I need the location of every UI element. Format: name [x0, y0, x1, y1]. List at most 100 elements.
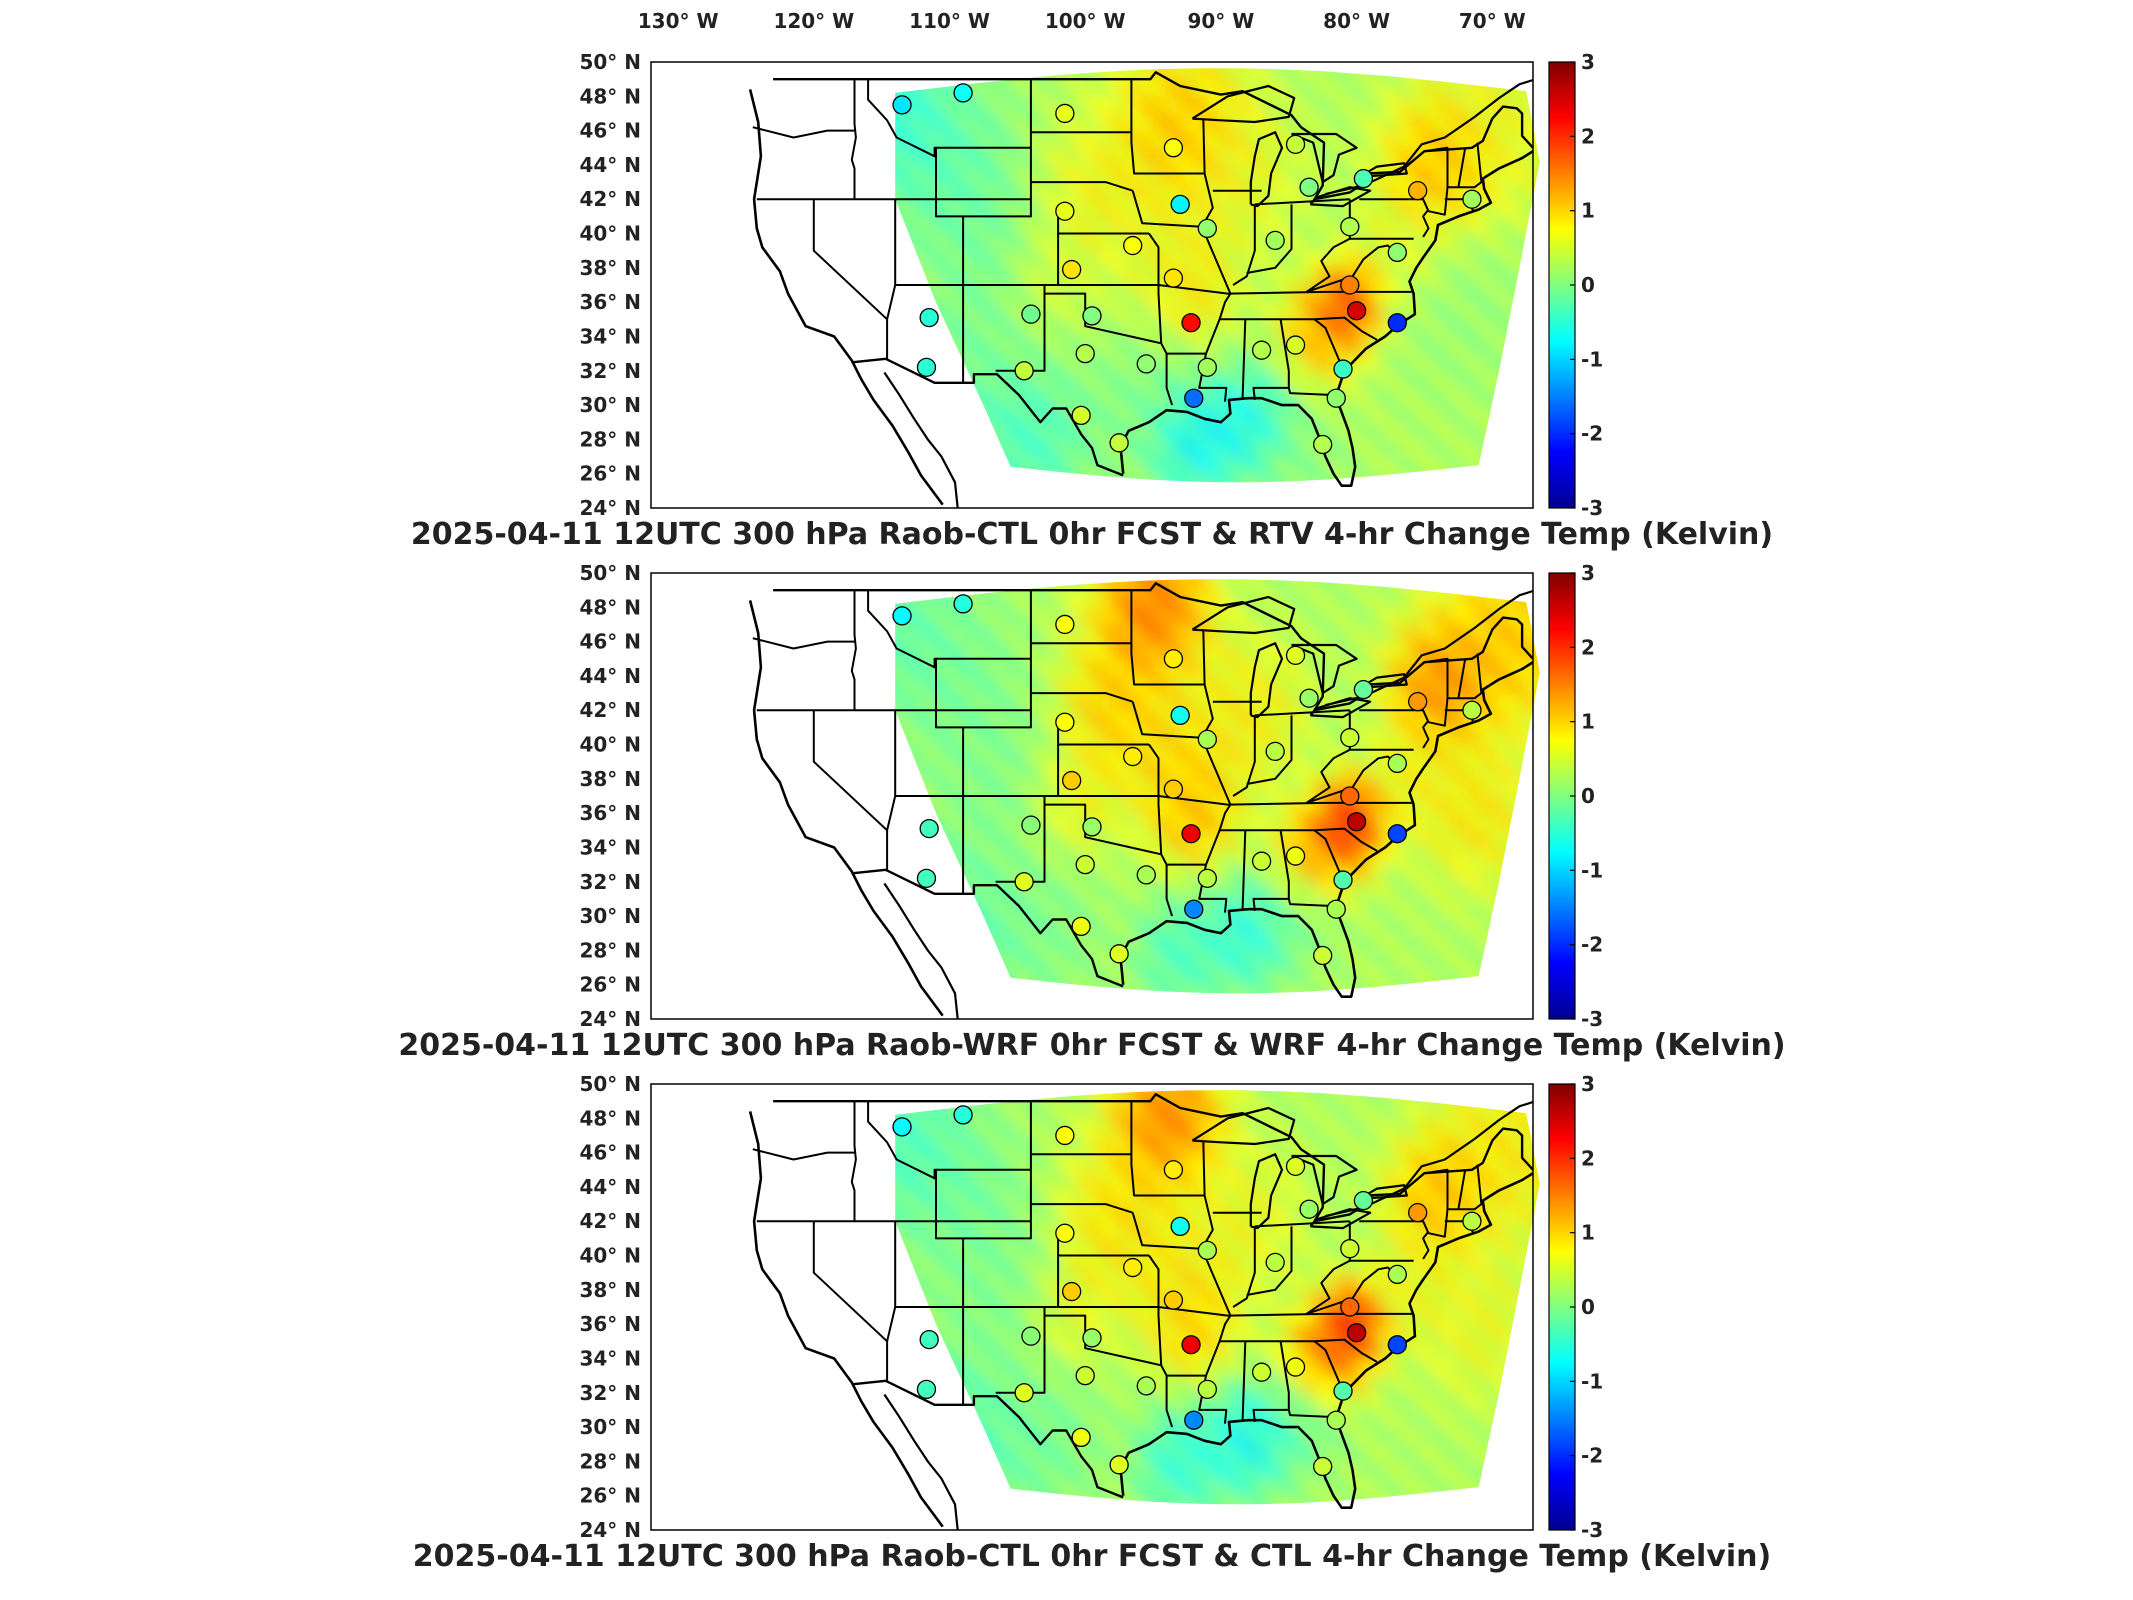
raob-station-marker — [1055, 712, 1075, 732]
latitude-tick-label: 36° N — [579, 290, 641, 314]
latitude-tick-label: 28° N — [579, 1449, 641, 1473]
great-lake-outline — [1358, 162, 1408, 178]
raob-station-marker — [1181, 1335, 1201, 1355]
raob-station-marker — [1251, 851, 1272, 871]
state-boundary — [752, 637, 855, 650]
raob-station-marker — [1333, 1381, 1353, 1401]
state-boundary — [1359, 146, 1449, 216]
raob-station-marker — [1197, 1240, 1217, 1261]
raob-station-marker — [1387, 824, 1407, 844]
latitude-tick-label: 50° N — [579, 1072, 641, 1096]
raob-station-marker — [1340, 217, 1360, 237]
raob-station-marker — [916, 868, 937, 888]
raob-station-marker — [1055, 614, 1075, 635]
state-boundary — [752, 1148, 855, 1161]
state-boundary — [1447, 653, 1483, 700]
raob-station-marker — [1061, 1281, 1082, 1302]
colorbar-tick-label: -1 — [1581, 347, 1603, 371]
colorbar-tick-label: 2 — [1581, 1146, 1595, 1170]
great-lake-outline — [1309, 186, 1372, 208]
raob-station-marker — [1163, 1160, 1184, 1180]
raob-station-marker — [916, 1379, 937, 1399]
colorbar-tick-label: -2 — [1581, 933, 1603, 957]
raob-station-marker — [1387, 242, 1407, 263]
geography-outlines — [748, 582, 1533, 1019]
colorbar-tick-label: 0 — [1581, 784, 1595, 808]
latitude-tick-label: 42° N — [579, 698, 641, 722]
coastline-west — [748, 1111, 944, 1528]
great-lake-outline — [1358, 1184, 1408, 1200]
raob-station-marker — [1181, 313, 1201, 333]
latitude-tick-label: 32° N — [579, 359, 641, 383]
raob-station-marker — [1326, 388, 1346, 408]
raob-station-marker — [1326, 899, 1346, 919]
state-boundary — [1232, 1226, 1256, 1308]
state-boundary — [1447, 142, 1483, 189]
raob-station-marker — [1340, 728, 1360, 748]
map-frame — [650, 61, 1534, 509]
state-boundary — [1241, 830, 1247, 910]
coastline-baja — [883, 1393, 959, 1530]
raob-station-marker — [1181, 824, 1201, 844]
colorbar-tick-label: 2 — [1581, 635, 1595, 659]
raob-station-marker — [1265, 1252, 1285, 1273]
state-boundary — [752, 126, 855, 139]
raob-station-marker — [1184, 1410, 1204, 1430]
raob-station-marker — [1265, 230, 1285, 251]
colorbar-tick-label: 3 — [1581, 1072, 1595, 1096]
raob-station-marker — [1055, 1125, 1075, 1146]
great-lake-outline — [1249, 642, 1284, 719]
great-lake-outline — [1358, 673, 1408, 689]
state-boundary — [1447, 1164, 1483, 1211]
colorbar-tick-label: 3 — [1581, 561, 1595, 585]
state-boundary — [850, 79, 857, 200]
raob-station-marker — [1071, 916, 1091, 937]
raob-station-marker — [1109, 1455, 1129, 1475]
raob-station-marker — [1285, 335, 1306, 355]
state-boundary — [1130, 79, 1205, 175]
latitude-tick-label: 26° N — [579, 1484, 641, 1508]
raob-station-marker — [1251, 1362, 1272, 1382]
raob-station-marker — [1170, 194, 1190, 215]
state-boundary — [1254, 1220, 1350, 1228]
latitude-tick-label: 38° N — [579, 767, 641, 791]
state-boundary — [1254, 198, 1350, 206]
geography-outlines — [748, 71, 1533, 508]
raob-station-marker — [1014, 361, 1034, 381]
great-lake-outline — [1291, 643, 1358, 695]
state-boundary — [935, 1101, 1032, 1240]
state-boundary — [1254, 709, 1350, 717]
state-boundary — [1245, 1338, 1378, 1363]
raob-station-marker — [919, 307, 939, 328]
raob-station-marker — [1055, 201, 1075, 221]
state-boundary — [1422, 208, 1430, 238]
raob-station-marker — [953, 594, 973, 614]
geography-outlines — [748, 1093, 1533, 1530]
state-boundary — [1313, 1340, 1344, 1392]
raob-station-marker — [1082, 817, 1102, 837]
raob-station-marker — [1055, 1223, 1075, 1243]
state-boundary — [867, 79, 1031, 158]
latitude-tick-label: 32° N — [579, 1381, 641, 1405]
latitude-tick-label: 46° N — [579, 1141, 641, 1165]
state-boundary — [1030, 181, 1134, 192]
raob-station-marker — [892, 1117, 912, 1137]
raob-station-marker — [1340, 1297, 1360, 1317]
raob-station-marker — [1462, 700, 1482, 720]
colorbar-tick-label: -3 — [1581, 1518, 1603, 1542]
latitude-tick-label: 24° N — [579, 1007, 641, 1031]
colorbar-tick-label: -2 — [1581, 1444, 1603, 1468]
state-boundary — [867, 1101, 1031, 1180]
great-lake-outline — [1249, 131, 1284, 208]
latitude-tick-label: 48° N — [579, 595, 641, 619]
great-lake-outline — [1191, 595, 1296, 635]
great-lake-outline — [1191, 1106, 1296, 1146]
raob-station-marker — [1071, 1427, 1091, 1448]
great-lake-outline — [1309, 1208, 1372, 1230]
latitude-tick-label: 24° N — [579, 1518, 641, 1542]
raob-station-marker — [1021, 1326, 1041, 1346]
longitude-tick-label: 90° W — [1187, 9, 1254, 33]
latitude-tick-label: 34° N — [579, 835, 641, 859]
raob-station-marker — [1346, 301, 1367, 321]
state-boundary — [1130, 1101, 1205, 1197]
